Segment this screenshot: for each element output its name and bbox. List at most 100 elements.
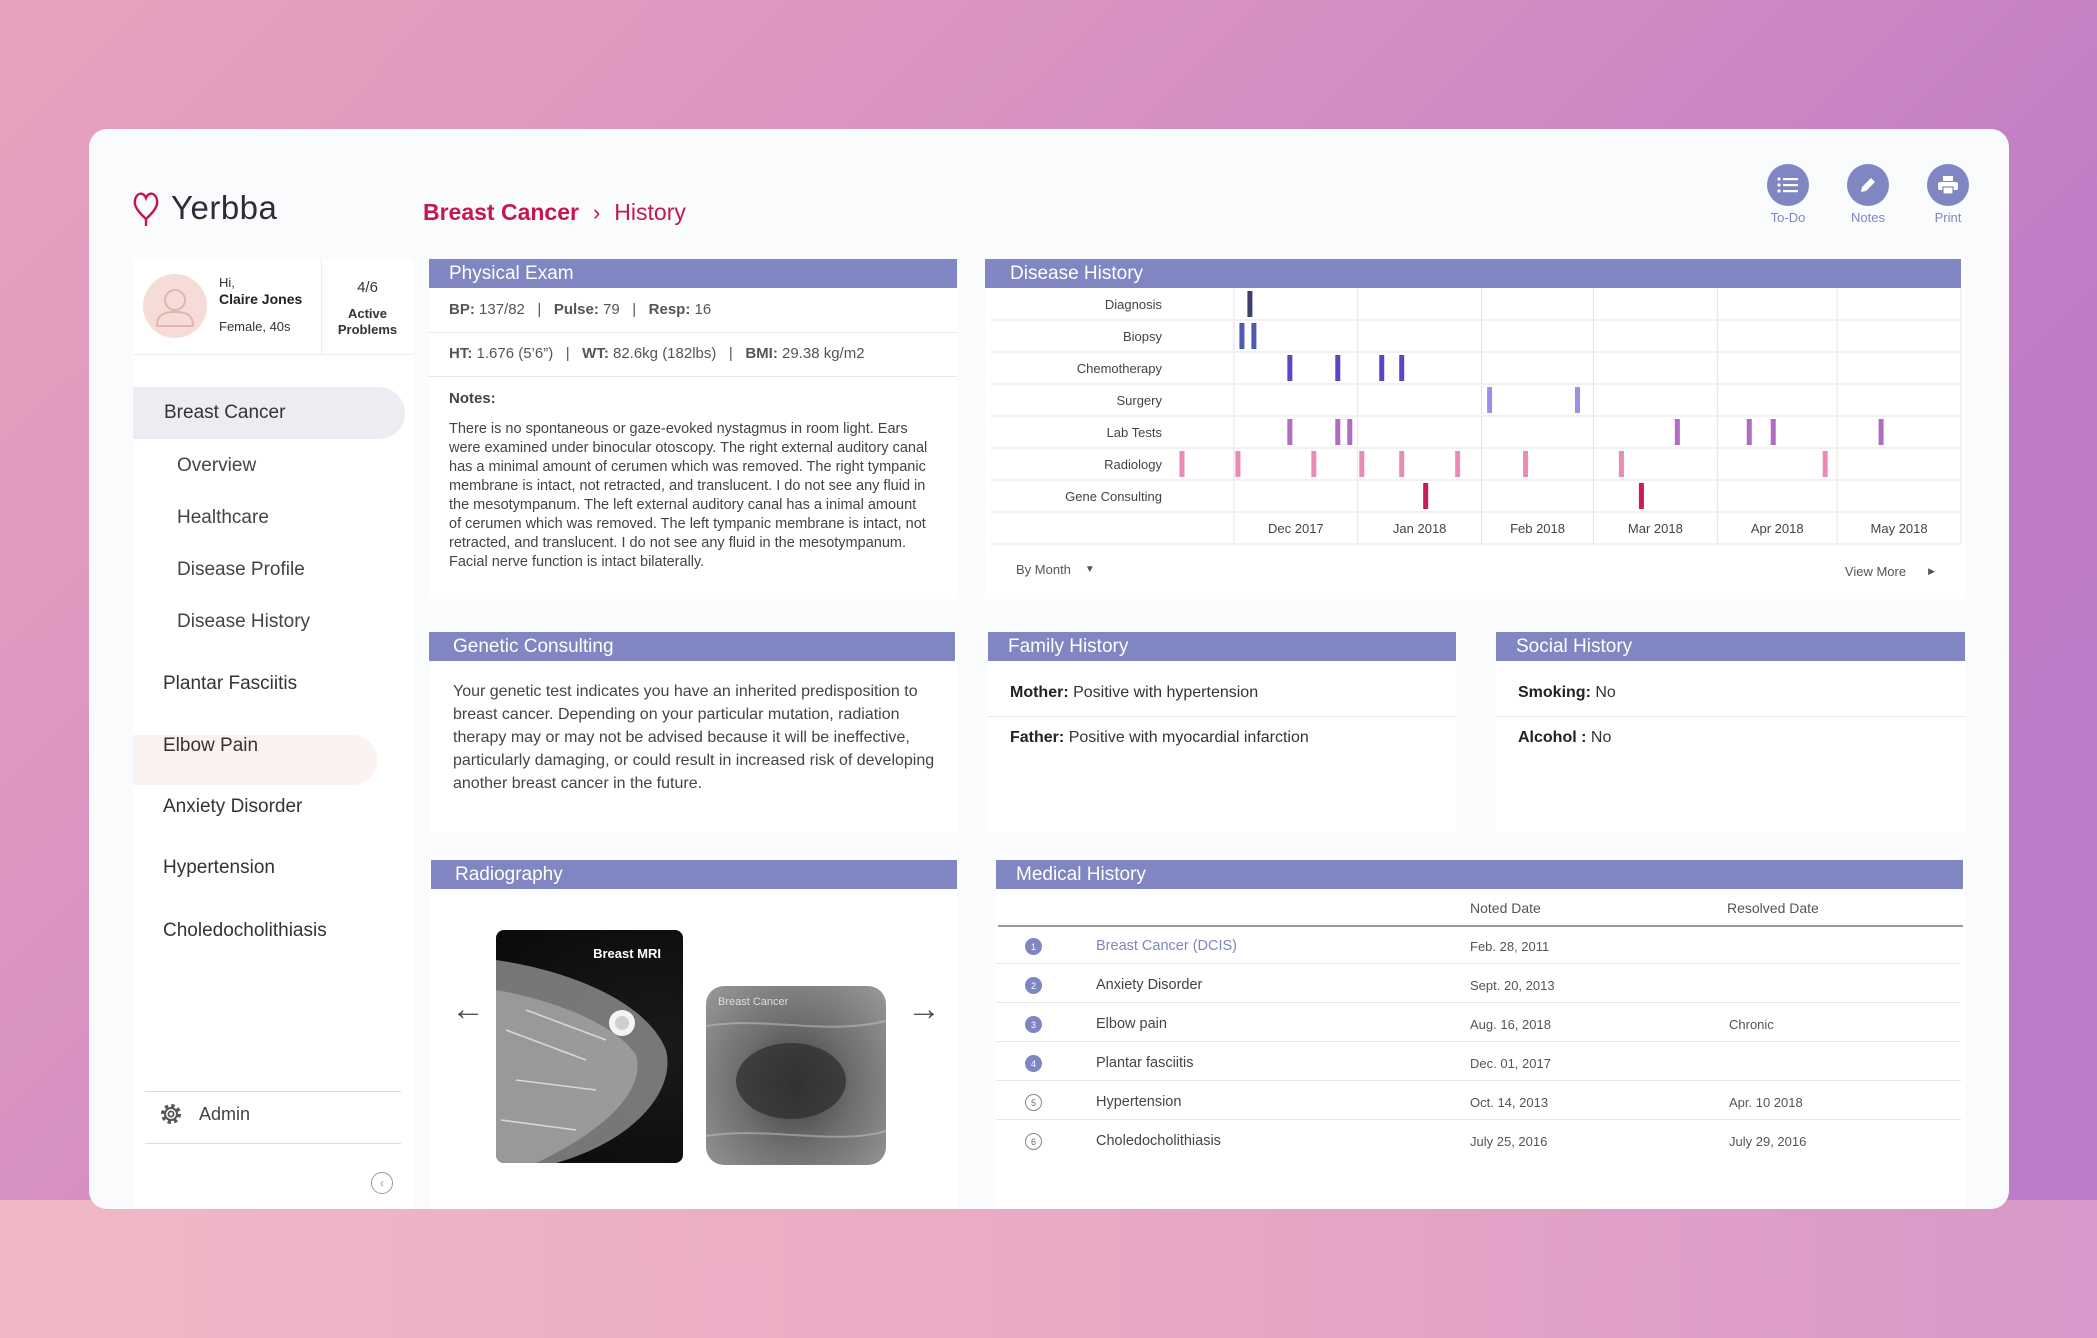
mother-history: Mother: Positive with hypertension — [1010, 684, 1258, 702]
sidebar-subitem-disease-history[interactable]: Disease History — [177, 611, 311, 632]
chevron-right-icon: › — [592, 199, 601, 225]
logo-text: Yerbba — [171, 189, 278, 226]
event-mark — [1455, 451, 1461, 477]
next-image-button[interactable]: → — [907, 990, 941, 1029]
noted-date: Dec. 01, 2017 — [1470, 1056, 1551, 1071]
genetic-consulting-title: Genetic Consulting — [429, 632, 955, 661]
sidebar-item-plantar-fasciitis[interactable]: Plantar Fasciitis — [163, 673, 298, 694]
sidebar-item-hypertension[interactable]: Hypertension — [163, 857, 275, 878]
medical-history-title: Medical History — [996, 860, 1963, 889]
bmi-value: 29.38 kg/m2 — [782, 345, 865, 362]
view-more-link[interactable]: View More ▶ — [1845, 564, 1935, 579]
divider — [429, 332, 957, 333]
table-row[interactable]: 4 Plantar fasciitis Dec. 01, 2017 — [996, 1043, 1961, 1081]
avatar[interactable] — [143, 274, 207, 338]
resolved-date-header: Resolved Date — [1727, 900, 1819, 916]
notes-button[interactable]: Notes — [1847, 164, 1889, 225]
social-history-panel: Social History Smoking: No Alcohol : No — [1496, 632, 1965, 832]
separator: | — [728, 345, 733, 362]
user-summary: Hi, Claire Jones Female, 40s 4/6 Active P… — [133, 259, 413, 355]
table-row[interactable]: 2 Anxiety Disorder Sept. 20, 2013 — [996, 965, 1961, 1003]
period-select[interactable]: By Month ▼ — [1016, 562, 1095, 577]
heart-pin-icon — [133, 192, 159, 226]
physical-exam-title: Physical Exam — [429, 259, 957, 288]
event-mark — [1235, 451, 1241, 477]
event-mark — [1423, 483, 1429, 509]
disease-history-chart: Diagnosis Biopsy Chemotherapy Surgery Lab Te… — [990, 288, 1962, 545]
user-icon — [155, 289, 195, 327]
father-value: Positive with myocardial infarction — [1068, 729, 1309, 746]
admin-link[interactable]: Admin — [159, 1102, 250, 1126]
row-number: 1 — [1025, 938, 1042, 955]
sidebar-item-breast-cancer[interactable]: Breast Cancer — [133, 387, 405, 439]
separator: | — [565, 345, 570, 362]
event-mark — [1878, 419, 1884, 445]
condition-name: Hypertension — [1096, 1094, 1182, 1110]
chevron-left-icon: ‹ — [380, 1176, 384, 1190]
notes-text: There is no spontaneous or gaze-evoked n… — [449, 421, 928, 570]
separator: | — [537, 301, 542, 318]
physical-exam-panel: Physical Exam BP: 137/82 | Pulse: 79 | R… — [429, 259, 957, 599]
radiography-title: Radiography — [431, 860, 957, 889]
image1-label: Breast MRI — [593, 946, 661, 961]
table-row[interactable]: 3 Elbow pain Aug. 16, 2018 Chronic — [996, 1004, 1961, 1042]
printer-icon — [1927, 164, 1969, 206]
table-row[interactable]: 1 Breast Cancer (DCIS) Feb. 28, 2011 — [996, 926, 1961, 964]
mri-scan-graphic — [496, 960, 668, 1163]
admin-label: Admin — [199, 1103, 251, 1124]
sidebar-subitem-healthcare[interactable]: Healthcare — [177, 507, 269, 528]
table-row[interactable]: 5 Hypertension Oct. 14, 2013 Apr. 10 201… — [996, 1082, 1961, 1120]
table-row[interactable]: 6 Choledocholithiasis July 25, 2016 July… — [996, 1121, 1961, 1159]
genetic-consulting-panel: Genetic Consulting Your genetic test ind… — [429, 632, 957, 832]
event-mark — [1251, 323, 1257, 349]
sidebar-item-choledocholithiasis[interactable]: Choledocholithiasis — [163, 920, 327, 941]
wt-value: 82.6kg (182lbs) — [612, 345, 717, 362]
ht-value: 1.676 (5’6”) — [476, 345, 554, 362]
condition-name: Plantar fasciitis — [1096, 1055, 1194, 1071]
bp-label: BP: — [449, 301, 475, 318]
event-mark — [1335, 355, 1341, 381]
event-mark — [1618, 451, 1624, 477]
collapse-sidebar-button[interactable]: ‹ — [371, 1172, 393, 1194]
divider — [429, 376, 957, 377]
noted-date: Oct. 14, 2013 — [1470, 1095, 1549, 1110]
breadcrumb-parent[interactable]: Breast Cancer — [423, 199, 579, 225]
alcohol-label: Alcohol : — [1518, 729, 1587, 746]
sidebar-subitem-active-bg — [133, 735, 377, 785]
mother-label: Mother: — [1010, 684, 1069, 701]
resolved-date: Chronic — [1729, 1017, 1774, 1032]
sidebar-item-anxiety-disorder[interactable]: Anxiety Disorder — [163, 796, 303, 817]
breast-mri-image[interactable]: Breast MRI — [496, 930, 683, 1163]
sidebar-divider — [145, 1091, 401, 1092]
noted-date: Aug. 16, 2018 — [1470, 1017, 1551, 1032]
x-tick-label: May 2018 — [1871, 521, 1928, 536]
sidebar-item-elbow-pain[interactable]: Elbow Pain — [163, 735, 259, 756]
greeting: Hi, — [219, 275, 235, 290]
family-history-panel: Family History Mother: Positive with hyp… — [988, 632, 1456, 832]
separator: | — [632, 301, 637, 318]
previous-image-button[interactable]: ← — [451, 990, 485, 1029]
todo-button[interactable]: To-Do — [1767, 164, 1809, 225]
medical-history-panel: Medical History Noted Date Resolved Date… — [996, 860, 1965, 1209]
social-history-title: Social History — [1496, 632, 1965, 661]
smoking-history: Smoking: No — [1518, 684, 1616, 702]
active-count: 4/6 — [357, 279, 378, 296]
logo[interactable]: Yerbba — [131, 189, 277, 227]
event-mark — [1311, 451, 1317, 477]
sidebar-subitem-overview[interactable]: Overview — [177, 455, 257, 476]
sidebar-subitem-disease-profile[interactable]: Disease Profile — [177, 559, 305, 580]
condition-name[interactable]: Breast Cancer (DCIS) — [1096, 938, 1238, 954]
x-tick-label: Mar 2018 — [1628, 521, 1683, 536]
disease-history-panel: Disease History Diagnosis Biopsy Chemother… — [985, 259, 1965, 599]
event-mark — [1287, 419, 1293, 445]
noted-date-header: Noted Date — [1470, 900, 1541, 916]
sidebar-divider-bottom — [145, 1143, 401, 1144]
disease-history-title: Disease History — [985, 259, 1961, 288]
resolved-date: Apr. 10 2018 — [1729, 1095, 1803, 1110]
event-mark — [1399, 355, 1405, 381]
active-label: Active Problems — [322, 306, 413, 338]
x-tick-label: Jan 2018 — [1393, 521, 1447, 536]
print-button[interactable]: Print — [1927, 164, 1969, 225]
breast-cancer-image[interactable]: Breast Cancer — [706, 986, 886, 1165]
sidebar: Hi, Claire Jones Female, 40s 4/6 Active P… — [133, 259, 413, 1209]
